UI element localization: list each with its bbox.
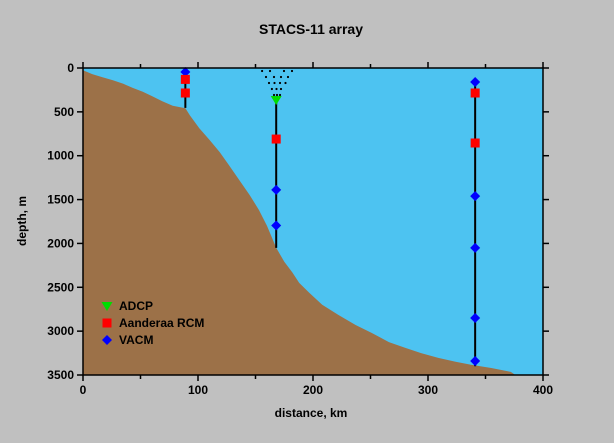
y-tick-label: 1500 — [47, 193, 74, 207]
x-tick-label: 400 — [533, 383, 553, 397]
axes-layer: 0 100 200 300 400 0 500 1000 1500 2000 2500 3000 350… — [47, 61, 553, 397]
vacm-marker — [470, 242, 481, 253]
vacm-marker — [470, 312, 481, 323]
y-tick-label: 0 — [67, 61, 74, 75]
vacm-marker — [470, 191, 481, 202]
y-tick-label: 1000 — [47, 149, 74, 163]
legend-item-vacm: VACM — [102, 333, 153, 347]
adcp-beam-dot — [278, 81, 282, 85]
y-tick-label: 3000 — [47, 324, 74, 338]
adcp-beam-dot — [268, 69, 272, 73]
aanderaa-rcm-marker — [470, 88, 480, 98]
x-axis-label: distance, km — [275, 406, 348, 420]
aanderaa-rcm-marker — [271, 134, 281, 144]
adcp-beam-dot — [284, 81, 287, 85]
x-tick-label: 100 — [188, 383, 208, 397]
adcp-beam-dot — [278, 93, 282, 97]
vacm-marker — [180, 66, 191, 77]
legend-item-adcp: ADCP — [101, 299, 153, 313]
seafloor-profile — [83, 70, 516, 375]
mooring-1 — [180, 66, 191, 108]
mooring-3 — [470, 77, 481, 367]
adcp-beam-dot — [279, 75, 283, 79]
x-tick-label: 0 — [80, 383, 87, 397]
adcp-beam-dot — [273, 81, 276, 85]
y-tick-label: 2000 — [47, 236, 74, 250]
adcp-beam-dot — [272, 75, 276, 79]
adcp-beam-dot — [270, 87, 273, 91]
aanderaa-rcm-marker — [180, 88, 190, 98]
adcp-beam-dot — [275, 93, 279, 97]
legend-label: Aanderaa RCM — [119, 316, 204, 330]
adcp-beam-dot — [279, 87, 283, 91]
adcp-beam-dot — [286, 75, 290, 79]
aanderaa-rcm-marker — [470, 138, 480, 148]
adcp-beam-dot — [261, 69, 264, 73]
adcp-beam-dot — [275, 87, 278, 91]
x-tick-label: 300 — [418, 383, 438, 397]
adcp-beam-dot — [282, 69, 286, 73]
y-axis-label: depth, m — [15, 196, 29, 246]
chart-title: STACS-11 array — [259, 21, 363, 37]
adcp-marker — [270, 96, 282, 106]
y-tick-label: 3500 — [47, 368, 74, 382]
vacm-marker — [470, 355, 481, 366]
y-tick-label: 500 — [54, 105, 74, 119]
adcp-beam-dot — [264, 75, 268, 79]
legend: ADCP Aanderaa RCM VACM — [101, 299, 204, 347]
legend-diamond-marker — [102, 335, 112, 345]
adcp-beam-dot — [272, 93, 276, 97]
adcp-beam-dot — [267, 81, 271, 85]
bathymetry-layer — [83, 70, 516, 375]
adcp-beam-dot — [290, 69, 294, 73]
vacm-marker — [271, 184, 282, 195]
x-tick-label: 200 — [303, 383, 323, 397]
vacm-marker — [271, 220, 282, 231]
legend-label: ADCP — [119, 299, 153, 313]
legend-square-marker — [102, 318, 112, 328]
y-tick-label: 2500 — [47, 280, 74, 294]
legend-item-aanderaa-rcm: Aanderaa RCM — [102, 316, 204, 330]
aanderaa-rcm-marker — [180, 74, 190, 84]
moorings-layer — [180, 66, 481, 367]
vacm-marker — [470, 77, 481, 88]
mooring-2 — [270, 96, 282, 248]
legend-triangle-down-marker — [101, 302, 113, 311]
legend-label: VACM — [119, 333, 153, 347]
